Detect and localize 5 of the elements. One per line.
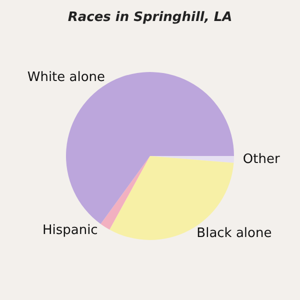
slice-label: White alone (27, 70, 106, 86)
slice-label: Other (242, 152, 280, 168)
slice-label: Black alone (196, 226, 272, 242)
slice-label: Hispanic (42, 222, 98, 238)
chart-title: Races in Springhill, LA (68, 10, 232, 25)
